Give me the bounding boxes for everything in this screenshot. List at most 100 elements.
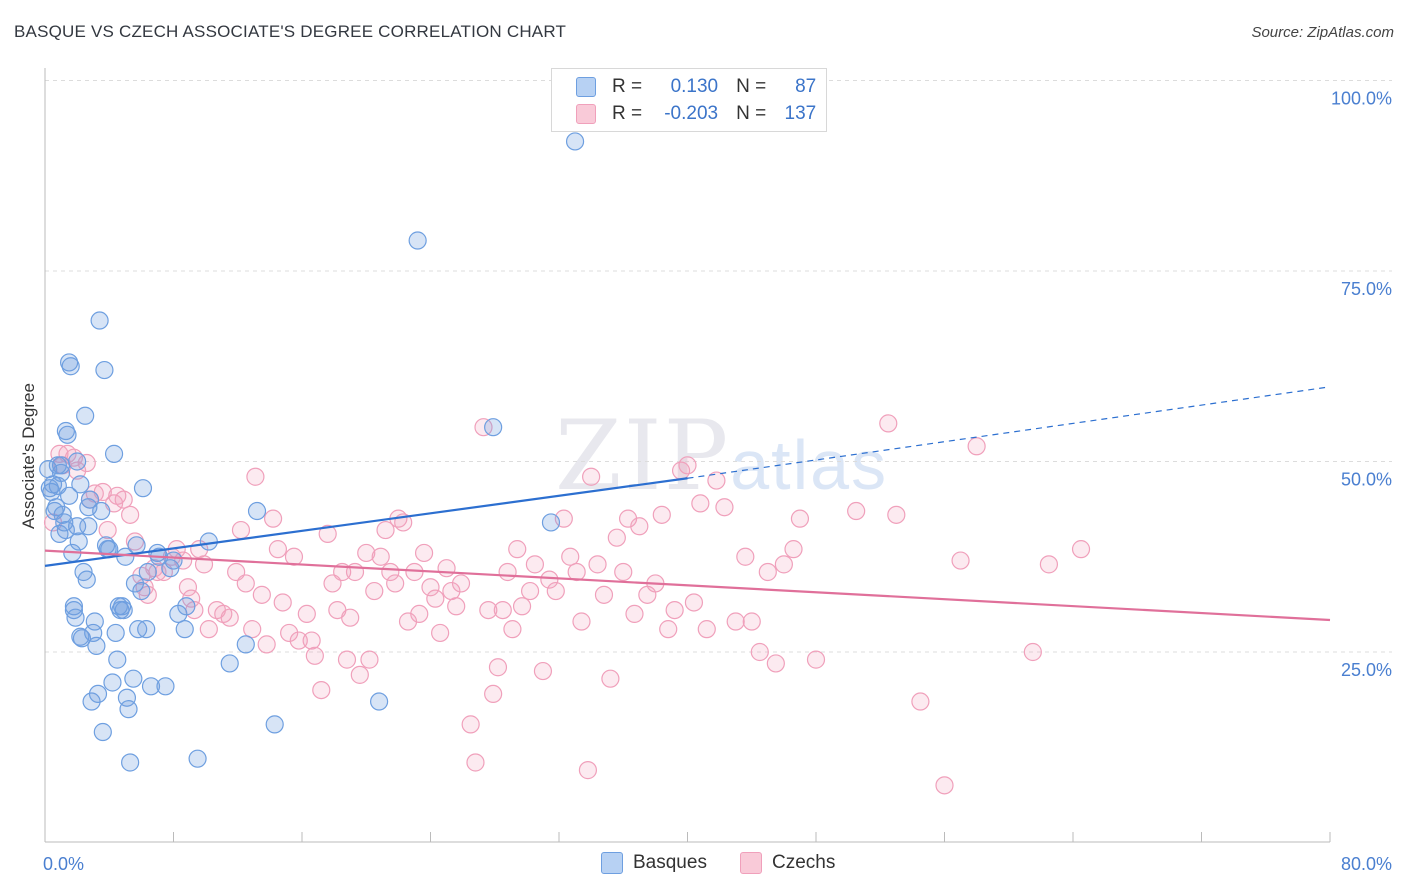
- czech-point: [246, 467, 265, 486]
- czech-point: [199, 620, 218, 639]
- y-tick-label: 100.0%: [1331, 89, 1392, 109]
- czech-point: [1039, 555, 1059, 574]
- czech-point: [546, 581, 565, 601]
- basque-point: [68, 452, 87, 471]
- basque-point: [137, 620, 156, 639]
- czech-point: [280, 623, 299, 643]
- czech-point: [588, 555, 607, 574]
- czech-point: [951, 551, 970, 570]
- stats-legend: R = 0.130 N = 87 R = -0.203 N = 137: [551, 68, 827, 132]
- czech-point: [1071, 540, 1091, 559]
- czech-point: [707, 471, 726, 490]
- basque-trend-line: [44, 477, 688, 567]
- czech-point: [691, 494, 710, 513]
- gridlines: [45, 80, 1392, 653]
- basque-point: [79, 498, 98, 517]
- czech-point: [268, 540, 288, 559]
- czech-point: [410, 604, 429, 624]
- czech-point: [312, 680, 331, 700]
- basque-point: [71, 475, 90, 494]
- basque-point: [77, 570, 96, 589]
- basque-point: [188, 749, 207, 768]
- y-tick-label: 50.0%: [1341, 470, 1392, 490]
- bottom-legend-czechs: Czechs: [740, 852, 835, 874]
- czech-point: [305, 646, 324, 665]
- czech-point: [493, 600, 512, 620]
- basque-point: [58, 425, 77, 444]
- czech-point: [220, 608, 239, 627]
- czech-point: [684, 593, 704, 612]
- czech-point: [337, 650, 357, 669]
- x-tick-label: 80.0%: [1341, 854, 1392, 874]
- basque-point: [87, 636, 106, 656]
- basque-point: [56, 520, 75, 540]
- basque-point: [408, 231, 427, 250]
- czech-point: [659, 620, 678, 639]
- czech-point: [461, 715, 480, 734]
- czech-point: [1023, 642, 1042, 662]
- czech-point: [561, 547, 580, 566]
- czech-point: [437, 559, 456, 578]
- czech-point: [360, 650, 379, 669]
- basque-point: [72, 629, 92, 648]
- basque-point: [220, 654, 239, 673]
- basque-point: [61, 357, 80, 376]
- czech-point: [607, 528, 626, 547]
- czech-point: [386, 574, 405, 593]
- czech-point: [736, 547, 755, 566]
- czech-point: [257, 635, 276, 654]
- y-tick-label: 75.0%: [1341, 279, 1392, 299]
- legend-row-basque: R = 0.130 N = 87: [576, 74, 816, 100]
- axes: [44, 68, 1331, 843]
- czech-point: [318, 524, 337, 543]
- czech-point: [742, 612, 761, 631]
- legend-r-value: -0.203: [664, 103, 719, 124]
- czech-point: [77, 453, 96, 473]
- czech-point: [512, 597, 532, 616]
- chart-title: BASQUE VS CZECH ASSOCIATE'S DEGREE CORRE…: [14, 22, 567, 41]
- basque-point: [247, 501, 267, 521]
- czech-point: [231, 520, 251, 540]
- czech-point: [508, 540, 527, 559]
- czech-point: [578, 761, 598, 780]
- basque-point: [117, 688, 137, 707]
- czech-point: [252, 585, 271, 604]
- czech-point: [178, 578, 198, 597]
- basques-label: Basques: [633, 852, 707, 873]
- czech-point: [715, 498, 734, 517]
- czech-point: [758, 562, 777, 582]
- czech-point: [289, 631, 308, 650]
- czech-point: [750, 642, 769, 662]
- basque-point: [66, 608, 85, 627]
- czech-point: [774, 555, 793, 574]
- basque-point: [141, 677, 161, 696]
- basque-point: [108, 650, 127, 669]
- basque-point: [133, 479, 153, 498]
- legend-r-label: R =: [612, 76, 643, 97]
- basque-point: [80, 490, 100, 509]
- basque-point: [104, 444, 124, 463]
- czech-point: [488, 658, 508, 677]
- czech-point: [68, 461, 87, 480]
- czech-point: [784, 540, 803, 559]
- basque-point: [132, 581, 151, 601]
- basque-point: [59, 486, 79, 505]
- basque-point: [484, 418, 503, 437]
- czechs-swatch: [740, 852, 762, 874]
- czech-point: [484, 684, 503, 704]
- czech-point: [114, 490, 133, 509]
- czech-point: [665, 600, 684, 620]
- legend-n-value: 137: [784, 103, 817, 124]
- czech-point: [297, 604, 316, 624]
- basque-point: [265, 715, 284, 734]
- basque-trend-extension: [687, 386, 1331, 479]
- czechs-label: Czechs: [772, 852, 836, 873]
- basque-point: [124, 669, 143, 688]
- basque-point: [93, 722, 112, 742]
- czech-point: [652, 505, 671, 524]
- czech-point: [567, 562, 586, 582]
- czech-point: [594, 585, 614, 604]
- basque-point: [177, 597, 196, 616]
- czech-point: [790, 509, 810, 528]
